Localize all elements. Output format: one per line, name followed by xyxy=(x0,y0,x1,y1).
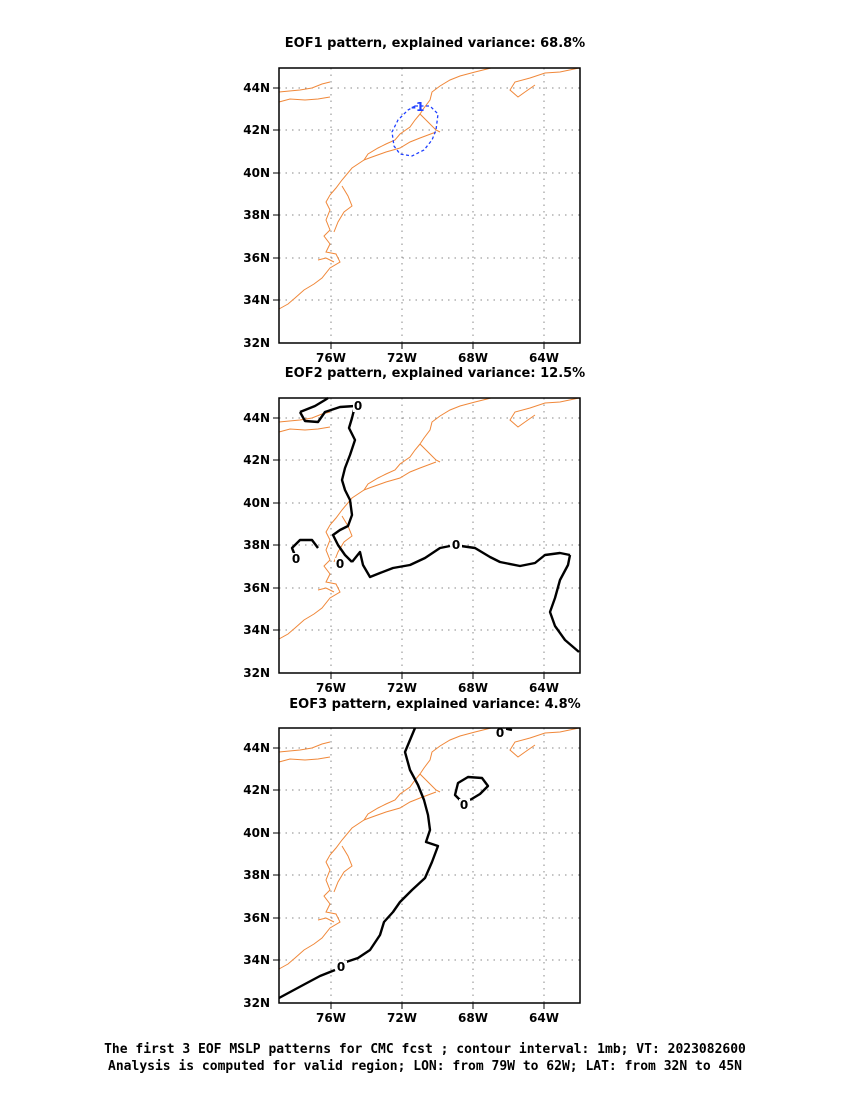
coastline xyxy=(278,397,580,640)
lon-tick-label: 76W xyxy=(316,1011,346,1025)
coastline xyxy=(278,67,580,310)
map-panel-2: 0 0 0 0 44N 42N 40N 38N 36N 34N 32N 76W … xyxy=(243,397,581,695)
lon-tick-label: 76W xyxy=(316,681,346,695)
contour-label: 0 xyxy=(337,960,345,974)
lon-tick-label: 64W xyxy=(529,351,559,365)
lon-tick-label: 68W xyxy=(458,681,488,695)
contour-label: 0 xyxy=(496,726,504,740)
lat-tick-label: 36N xyxy=(243,911,270,925)
lon-tick-label: 68W xyxy=(458,351,488,365)
grid-lines xyxy=(279,398,580,673)
zero-contour xyxy=(278,726,513,1000)
contour-labels: 0 0 0 xyxy=(336,726,506,974)
contour-label: 0 xyxy=(292,552,300,566)
lon-axis: 76W 72W 68W 64W xyxy=(316,673,559,695)
lat-tick-label: 34N xyxy=(243,623,270,637)
lat-tick-label: 42N xyxy=(243,123,270,137)
lon-axis: 76W 72W 68W 64W xyxy=(316,1003,559,1025)
lat-tick-label: 38N xyxy=(243,868,270,882)
grid-lines xyxy=(279,68,580,343)
lat-tick-label: 38N xyxy=(243,208,270,222)
map-frame xyxy=(278,727,581,1004)
lon-tick-label: 68W xyxy=(458,1011,488,1025)
map-frame xyxy=(278,397,581,674)
lat-tick-label: 36N xyxy=(243,251,270,265)
lat-axis: 44N 42N 40N 38N 36N 34N 32N xyxy=(243,411,279,680)
contour-label: 0 xyxy=(452,538,460,552)
caption-line-1: The first 3 EOF MSLP patterns for CMC fc… xyxy=(104,1042,746,1057)
lat-tick-label: 34N xyxy=(243,293,270,307)
lon-tick-label: 72W xyxy=(387,351,417,365)
negative-contour xyxy=(391,105,439,157)
lat-tick-label: 40N xyxy=(243,496,270,510)
contour-label: 0 xyxy=(336,557,344,571)
caption-line-2: Analysis is computed for valid region; L… xyxy=(108,1059,742,1074)
panel-2-title: EOF2 pattern, explained variance: 12.5% xyxy=(284,366,586,381)
panel-1-title: EOF1 pattern, explained variance: 68.8% xyxy=(284,36,586,51)
lat-tick-label: 44N xyxy=(243,411,270,425)
lon-axis: 76W 72W 68W 64W xyxy=(316,343,559,365)
lat-tick-label: 42N xyxy=(243,453,270,467)
lat-tick-label: 44N xyxy=(243,741,270,755)
map-panel-1: -1 44N 42N 40N 38N 36N 34N 32N 76W 72W 6… xyxy=(243,67,581,365)
contour-labels: 0 0 0 0 xyxy=(291,399,462,571)
lon-tick-label: 64W xyxy=(529,681,559,695)
panel-3-title: EOF3 pattern, explained variance: 4.8% xyxy=(289,697,581,712)
lat-tick-label: 32N xyxy=(243,996,270,1010)
lat-tick-label: 32N xyxy=(243,666,270,680)
map-frame xyxy=(278,67,581,344)
contour-label: -1 xyxy=(411,100,424,114)
lat-tick-label: 40N xyxy=(243,826,270,840)
lon-tick-label: 64W xyxy=(529,1011,559,1025)
figure-caption: The first 3 EOF MSLP patterns for CMC fc… xyxy=(0,1041,850,1075)
lat-axis: 44N 42N 40N 38N 36N 34N 32N xyxy=(243,741,279,1010)
zero-contour xyxy=(290,397,580,653)
lat-tick-label: 32N xyxy=(243,336,270,350)
lat-tick-label: 40N xyxy=(243,166,270,180)
lon-tick-label: 76W xyxy=(316,351,346,365)
lat-axis: 44N 42N 40N 38N 36N 34N 32N xyxy=(243,81,279,350)
map-panel-3: 0 0 0 44N 42N 40N 38N 36N 34N 32N 76W 72… xyxy=(243,726,581,1025)
lon-tick-label: 72W xyxy=(387,681,417,695)
coastline xyxy=(278,727,580,970)
lat-tick-label: 36N xyxy=(243,581,270,595)
lat-tick-label: 42N xyxy=(243,783,270,797)
lon-tick-label: 72W xyxy=(387,1011,417,1025)
lat-tick-label: 34N xyxy=(243,953,270,967)
contour-label: 0 xyxy=(460,798,468,812)
lat-tick-label: 44N xyxy=(243,81,270,95)
lat-tick-label: 38N xyxy=(243,538,270,552)
contour-label: 0 xyxy=(354,399,362,413)
